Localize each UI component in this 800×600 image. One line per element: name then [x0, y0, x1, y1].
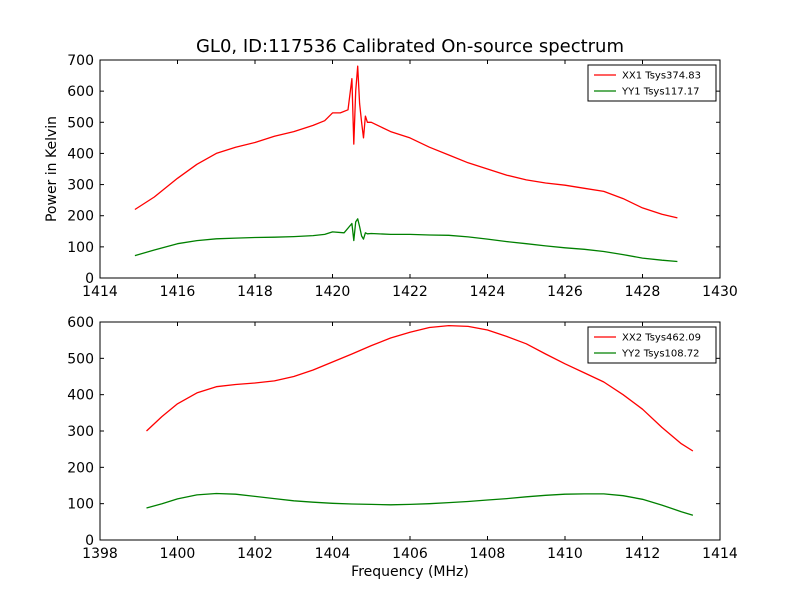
- y-tick-label: 400: [67, 388, 94, 404]
- legend-label: XX2 Tsys462.09: [622, 333, 701, 344]
- x-tick-label: 1404: [315, 546, 351, 562]
- y-tick-label: 500: [67, 115, 94, 131]
- x-tick-label: 1410: [547, 546, 583, 562]
- x-tick-label: 1408: [470, 546, 506, 562]
- chart-title: GL0, ID:117536 Calibrated On-source spec…: [196, 36, 624, 57]
- x-tick-label: 1418: [237, 284, 273, 300]
- y-tick-label: 600: [67, 84, 94, 100]
- series-line-2-2: [146, 492, 694, 516]
- x-tick-label: 1420: [315, 284, 351, 300]
- y-tick-label: 200: [67, 209, 94, 225]
- x-tick-label: 1416: [160, 284, 196, 300]
- y-tick-label: 100: [67, 240, 94, 256]
- panel-2: 1398 1400 1402 1404 1406 1408 1410 1412 1414 0 100…: [67, 315, 738, 562]
- y-tick-label: 700: [67, 53, 94, 69]
- legend-label: YY1 Tsys117.17: [621, 87, 700, 98]
- x-axis-label: Frequency (MHz): [351, 564, 469, 580]
- series-line-2-1: [146, 324, 694, 452]
- series-line-1-1: [134, 65, 678, 219]
- x-tick-label: 1424: [470, 284, 506, 300]
- legend: XX2 Tsys462.09 YY2 Tsys108.72: [587, 326, 717, 364]
- y-tick-label: 500: [67, 351, 94, 367]
- panel-1: 1414 1416 1418 1420 1422 1424 1426 1428 1430 0 100…: [67, 53, 738, 300]
- y-tick-label: 300: [67, 178, 94, 194]
- x-tick-label: 1428: [625, 284, 661, 300]
- y-tick-label: 200: [67, 460, 94, 476]
- y-tick-label: 300: [67, 424, 94, 440]
- y-tick-label: 100: [67, 497, 94, 513]
- legend-label: YY2 Tsys108.72: [621, 349, 700, 360]
- legend-label: XX1 Tsys374.83: [622, 71, 701, 82]
- y-tick-label: 600: [67, 315, 94, 331]
- x-tick-label: 1426: [547, 284, 583, 300]
- y-tick-label: 0: [85, 533, 94, 549]
- x-tick-label: 1414: [702, 546, 738, 562]
- x-tick-label: 1414: [82, 284, 118, 300]
- series-line-1-2: [134, 218, 678, 263]
- x-tick-label: 1402: [237, 546, 273, 562]
- x-tick-label: 1406: [392, 546, 428, 562]
- x-tick-label: 1398: [82, 546, 118, 562]
- legend-box: [587, 326, 717, 364]
- y-tick-label: 0: [85, 271, 94, 287]
- x-tick-label: 1422: [392, 284, 428, 300]
- x-tick-label: 1400: [160, 546, 196, 562]
- y-axis-label: Power in Kelvin: [44, 116, 60, 222]
- x-tick-label: 1412: [625, 546, 661, 562]
- y-tick-label: 400: [67, 146, 94, 162]
- x-tick-label: 1430: [702, 284, 738, 300]
- legend-box: [587, 64, 717, 102]
- legend: XX1 Tsys374.83 YY1 Tsys117.17: [587, 64, 717, 102]
